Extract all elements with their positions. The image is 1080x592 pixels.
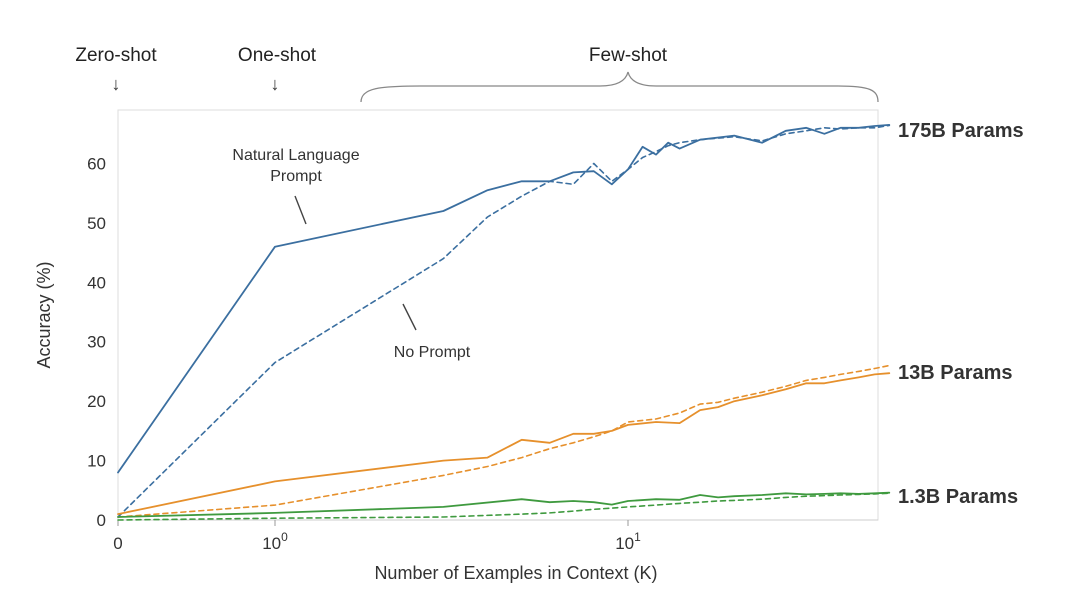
series-label-1-3b: 1.3B Params xyxy=(898,486,1018,508)
series-label-13b: 13B Params xyxy=(898,362,1013,384)
series-line-175b-paramsprompt xyxy=(117,124,891,474)
series-line-13b-paramsprompt xyxy=(117,372,891,515)
y-tick-label: 60 xyxy=(87,154,106,173)
series-line-1-3b-paramsno-prompt xyxy=(117,492,891,521)
few-shot-label: Few-shot xyxy=(589,45,668,66)
y-tick-label: 30 xyxy=(87,333,106,352)
y-tick-label: 0 xyxy=(97,511,106,530)
y-tick-label: 40 xyxy=(87,273,106,292)
one-shot-label: One-shot xyxy=(238,45,317,66)
y-axis-title: Accuracy (%) xyxy=(34,261,54,368)
x-axis-ticks: 0 100 101 xyxy=(113,520,641,553)
series-line-175b-paramsno-prompt xyxy=(117,124,891,518)
few-shot-brace xyxy=(360,71,879,103)
no-prompt-annotation: No Prompt xyxy=(394,344,471,361)
x-tick-label: 100 xyxy=(262,530,288,553)
plot-frame xyxy=(117,109,879,521)
no-prompt-pointer xyxy=(402,303,417,331)
series-line-13b-paramsno-prompt xyxy=(117,364,891,518)
natural-language-prompt-annotation-line1: Natural Language xyxy=(232,147,359,164)
y-tick-label: 20 xyxy=(87,392,106,411)
x-tick-label: 101 xyxy=(615,530,641,553)
zero-shot-arrow: ↓ xyxy=(112,74,121,94)
x-tick-label: 0 xyxy=(113,534,122,553)
natural-language-prompt-annotation-line2: Prompt xyxy=(270,168,322,185)
y-axis-ticks: 0 10 20 30 40 50 60 xyxy=(87,154,106,530)
y-tick-label: 10 xyxy=(87,452,106,471)
x-axis-title: Number of Examples in Context (K) xyxy=(374,563,657,583)
series-lines xyxy=(117,124,891,521)
one-shot-arrow: ↓ xyxy=(271,74,280,94)
y-tick-label: 50 xyxy=(87,214,106,233)
zero-shot-label: Zero-shot xyxy=(75,45,157,66)
natural-language-prompt-pointer xyxy=(294,195,307,225)
series-label-175b: 175B Params xyxy=(898,120,1024,142)
series-line-1-3b-paramsprompt xyxy=(117,491,891,518)
